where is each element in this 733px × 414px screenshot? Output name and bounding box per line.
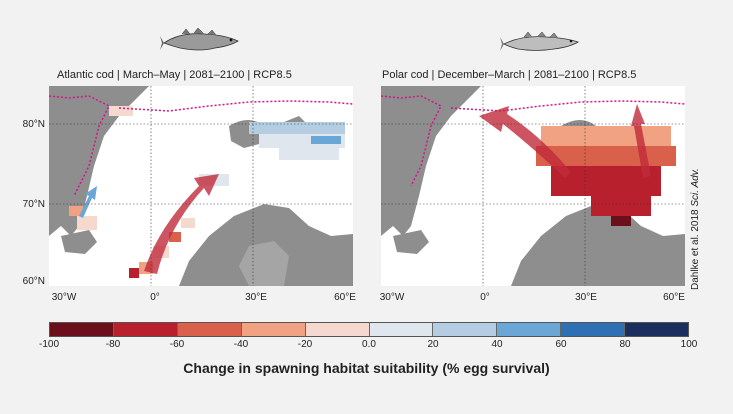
habitat-cells-increase	[199, 122, 345, 186]
lon-label-0-right: 0°	[480, 292, 490, 303]
map-polar-cod	[381, 86, 685, 286]
current-arrow-norwegian	[144, 174, 219, 274]
lon-label-30w-right: 30°W	[379, 292, 405, 303]
current-arrow-transpolar	[479, 106, 571, 178]
land-greenland	[381, 86, 481, 236]
lat-label-70n: 70°N	[22, 199, 45, 210]
colorbar-tick-label: -80	[105, 339, 121, 350]
colorbar-swatch-7	[497, 323, 562, 336]
lon-label-0-left: 0°	[150, 292, 160, 303]
colorbar-tick-label: 80	[619, 339, 631, 350]
land-scandinavia	[179, 204, 353, 286]
colorbar-title: Change in spawning habitat suitability (…	[183, 360, 550, 376]
panel-title-polar-cod: Polar cod | December–March | 2081–2100 |…	[382, 69, 637, 81]
sea-ice-edge	[381, 95, 685, 187]
map-atlantic-cod	[49, 86, 353, 286]
lon-label-60e-left: 60°E	[334, 292, 356, 303]
colorbar-swatch-2	[177, 323, 242, 336]
colorbar-tick-label: 60	[555, 339, 567, 350]
colorbar-tick-label: -60	[169, 339, 185, 350]
lon-label-30w-left: 30°W	[51, 292, 77, 303]
colorbar-tick-label: 40	[491, 339, 503, 350]
colorbar-swatch-3	[241, 323, 306, 336]
colorbar-tick-label: -100	[38, 339, 59, 350]
lon-label-60e-right: 60°E	[663, 292, 685, 303]
habitat-cells-decrease	[536, 126, 676, 226]
source-credit: Dahlke et al. 2018 Sci. Adv.	[690, 168, 701, 290]
colorbar-swatch-1	[113, 323, 178, 336]
polar-cod-fish-icon	[500, 31, 579, 51]
colorbar-swatch-4	[305, 323, 370, 336]
colorbar-swatch-5	[369, 323, 434, 336]
lon-label-30e-right: 30°E	[575, 292, 597, 303]
land-iceland	[61, 230, 97, 254]
lat-label-80n: 80°N	[22, 119, 45, 130]
sea-ice-edge	[49, 95, 353, 197]
colorbar-tick-label: -40	[233, 339, 249, 350]
colorbar-swatch-8	[561, 323, 626, 336]
colorbar	[49, 322, 689, 337]
current-arrow-east-greenland	[79, 186, 97, 218]
colorbar-tick-label: -20	[297, 339, 313, 350]
current-arrow-barents	[631, 104, 651, 178]
colorbar-swatch-0	[50, 323, 114, 336]
colorbar-swatch-9	[625, 323, 689, 336]
land-scandinavia	[511, 204, 685, 286]
colorbar-tick-label: 0.0	[362, 339, 376, 350]
colorbar-tick-label: 20	[427, 339, 439, 350]
panel-title-atlantic-cod: Atlantic cod | March–May | 2081–2100 | R…	[57, 69, 292, 81]
colorbar-swatch-6	[433, 323, 498, 336]
land-greenland	[49, 86, 149, 236]
colorbar-tick-label: 100	[680, 339, 698, 350]
lat-label-60n: 60°N	[22, 276, 45, 287]
atlantic-cod-fish-icon	[160, 28, 239, 51]
lon-label-30e-left: 30°E	[245, 292, 267, 303]
land-iceland	[393, 230, 429, 254]
